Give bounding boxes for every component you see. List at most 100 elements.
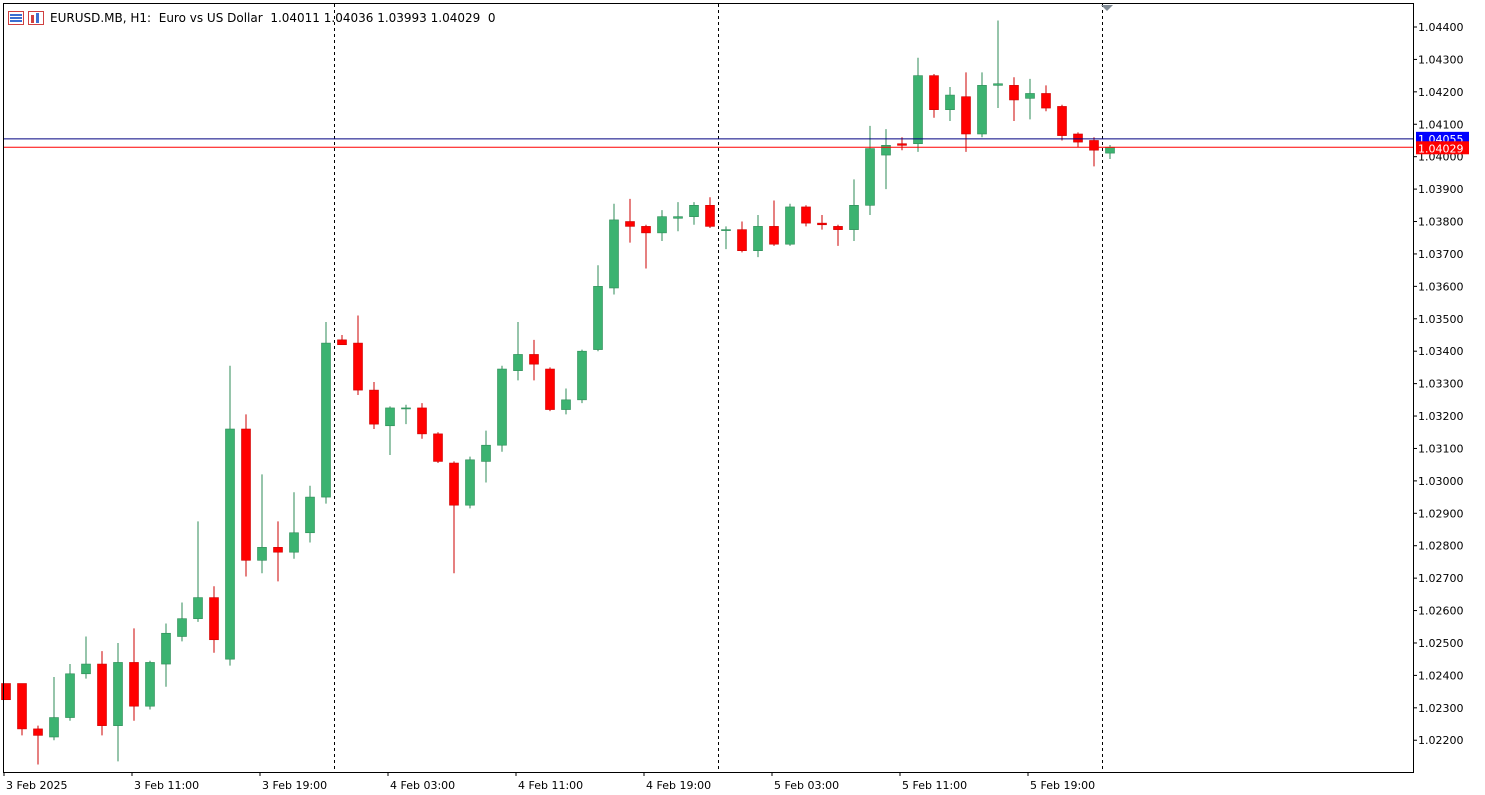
candle [1009, 77, 1019, 122]
candle-body [65, 673, 75, 718]
candle-body [609, 219, 619, 289]
chart-window-icon[interactable] [8, 11, 24, 25]
candle-body [241, 428, 251, 561]
candle-body [449, 462, 459, 506]
price-axis-label: 1.03700 [1418, 248, 1464, 261]
price-axis-label: 1.02500 [1418, 637, 1464, 650]
candle-body [945, 94, 955, 110]
candle-body [961, 96, 971, 135]
candle-body [657, 216, 667, 234]
time-axis-label: 4 Feb 11:00 [518, 779, 583, 792]
price-tags: 1.04055 1.04029 [1416, 131, 1469, 155]
candle-body [369, 389, 379, 425]
candle [225, 365, 235, 666]
candle [609, 203, 619, 295]
candle-body [321, 342, 331, 498]
candle-body [769, 226, 779, 245]
candle [1057, 104, 1067, 141]
candle [737, 221, 747, 253]
candle [465, 456, 475, 509]
price-axis-label: 1.03100 [1418, 442, 1464, 455]
candle [977, 72, 987, 138]
price-axis-label: 1.03000 [1418, 475, 1464, 488]
candles [1, 20, 1115, 765]
candle [753, 215, 763, 258]
candle-body [257, 547, 267, 561]
candle-body [209, 597, 219, 641]
candle-body [721, 229, 731, 231]
candle-body [1057, 106, 1067, 136]
candle [417, 403, 427, 439]
shift-marker-icon[interactable] [1101, 5, 1113, 11]
candle-body [113, 662, 123, 726]
candle-body [145, 662, 155, 707]
candle [321, 322, 331, 504]
candle [433, 432, 443, 464]
price-axis-label: 1.02700 [1418, 572, 1464, 585]
candle [545, 367, 555, 412]
candle-body [129, 662, 139, 707]
candle-body [1025, 93, 1035, 99]
candle [833, 224, 843, 246]
bid-price-tag: 1.04029 [1418, 142, 1464, 155]
candle-body [897, 143, 907, 146]
candle-body [849, 205, 859, 230]
time-axis-label: 5 Feb 19:00 [1030, 779, 1095, 792]
price-axis-label: 1.04100 [1418, 118, 1464, 131]
plot-area-border [3, 3, 1414, 773]
time-axis-label: 4 Feb 19:00 [646, 779, 711, 792]
candle [273, 521, 283, 582]
candle-body [625, 221, 635, 227]
candle [401, 404, 411, 425]
candle [657, 210, 667, 241]
candle [689, 202, 699, 225]
time-axis[interactable]: 3 Feb 2025 3 Feb 11:00 3 Feb 19:00 4 Feb 03… [3, 772, 1095, 792]
price-axis-label: 1.03400 [1418, 345, 1464, 358]
candle [849, 179, 859, 241]
price-axis[interactable]: 1.044001.043001.042001.041001.040001.039… [1413, 21, 1464, 747]
candle-body [737, 229, 747, 251]
candle-body [97, 663, 107, 726]
candle [145, 660, 155, 710]
timeframe-label: H1: [130, 11, 152, 25]
candle [785, 203, 795, 246]
candle [17, 683, 27, 736]
candle-body [225, 428, 235, 660]
candle-body [833, 226, 843, 230]
candle-body [417, 407, 427, 435]
candle-body [577, 350, 587, 401]
candle [1073, 132, 1083, 147]
candle-body [529, 354, 539, 365]
candle [577, 349, 587, 404]
candle [897, 137, 907, 151]
candle [385, 406, 395, 455]
bid-price-tag-bg [1416, 141, 1469, 155]
price-axis-label: 1.02200 [1418, 734, 1464, 747]
price-axis-label: 1.03900 [1418, 183, 1464, 196]
candle [129, 628, 139, 721]
candle-body [513, 354, 523, 371]
candle [209, 586, 219, 653]
candle-body [881, 145, 891, 156]
candle-body [705, 205, 715, 227]
candle [529, 339, 539, 381]
trade-levels-icon[interactable] [28, 11, 44, 25]
candle [305, 485, 315, 543]
candle [193, 521, 203, 622]
price-axis-label: 1.04400 [1418, 21, 1464, 34]
candle [49, 677, 59, 741]
time-axis-label: 5 Feb 03:00 [774, 779, 839, 792]
chart-header: EURUSD.MB, H1: Euro vs US Dollar 1.04011… [8, 8, 496, 28]
time-axis-label: 3 Feb 19:00 [262, 779, 327, 792]
time-axis-label: 3 Feb 2025 [6, 779, 67, 792]
candle-body [433, 433, 443, 462]
ohlc-values: 1.04011 1.04036 1.03993 1.04029 [270, 11, 481, 25]
separator-comma: , [122, 11, 131, 25]
candle [993, 20, 1003, 109]
candle [641, 224, 651, 269]
candle [1089, 137, 1099, 167]
candle [497, 365, 507, 452]
